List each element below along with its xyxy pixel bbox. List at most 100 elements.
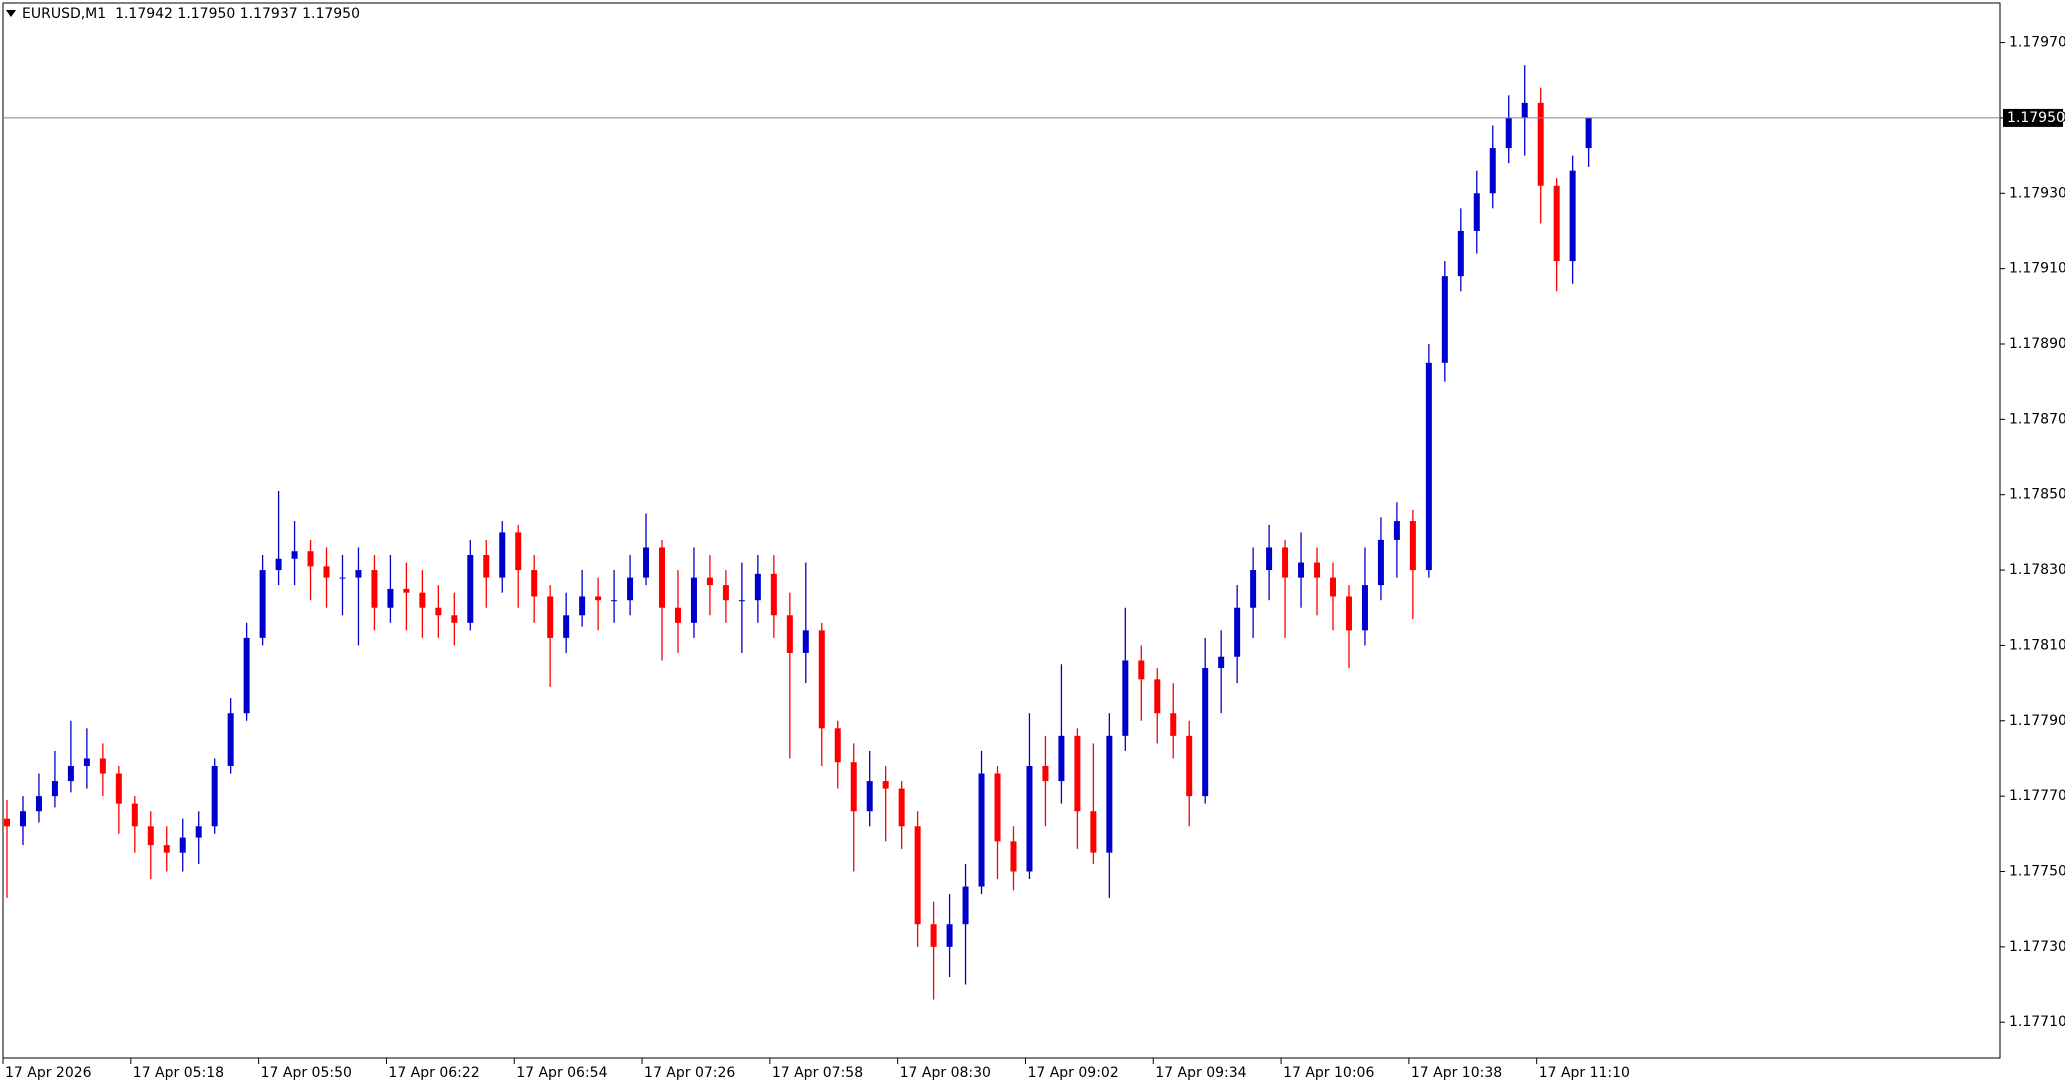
candle-body bbox=[818, 630, 825, 729]
candle-body bbox=[930, 924, 937, 947]
candle-body bbox=[563, 615, 570, 638]
candle-body bbox=[1393, 521, 1400, 540]
x-tick-label: 17 Apr 2026 bbox=[5, 1065, 92, 1081]
candle-body bbox=[451, 615, 458, 623]
y-tick-label: 1.17810 bbox=[2009, 637, 2065, 653]
candle-body bbox=[259, 570, 266, 638]
candle-body bbox=[195, 826, 202, 838]
candle-body bbox=[275, 558, 282, 571]
candle-body bbox=[1266, 547, 1273, 571]
y-tick-label: 1.17770 bbox=[2009, 788, 2065, 804]
candle-body bbox=[483, 554, 490, 578]
candle-body bbox=[1250, 570, 1257, 608]
candle-body bbox=[387, 588, 394, 608]
y-tick-label: 1.17890 bbox=[2009, 336, 2065, 352]
candle-body bbox=[83, 758, 90, 766]
candle-body bbox=[1585, 117, 1592, 149]
candle-body bbox=[1090, 811, 1097, 853]
y-tick-label: 1.17790 bbox=[2009, 713, 2065, 729]
candle-body bbox=[611, 600, 618, 602]
candle-body bbox=[419, 592, 426, 608]
chart-title: EURUSD,M1 1.17942 1.17950 1.17937 1.1795… bbox=[22, 6, 360, 22]
candle-body bbox=[802, 630, 809, 653]
candle-body bbox=[882, 781, 889, 789]
candle-body bbox=[898, 788, 905, 827]
symbol-menu-arrow[interactable] bbox=[6, 10, 16, 17]
candle-body bbox=[834, 728, 841, 763]
x-tick-label: 17 Apr 10:06 bbox=[1283, 1065, 1374, 1081]
candle-body bbox=[1202, 668, 1209, 797]
candle-body bbox=[227, 713, 234, 766]
x-tick-label: 17 Apr 09:34 bbox=[1155, 1065, 1246, 1081]
x-tick-label: 17 Apr 09:02 bbox=[1027, 1065, 1118, 1081]
candle-body bbox=[946, 924, 953, 947]
candle-body bbox=[1138, 660, 1145, 680]
candle-body bbox=[371, 570, 378, 608]
candle-body bbox=[643, 547, 650, 578]
candle-body bbox=[307, 551, 314, 567]
candle-body bbox=[291, 551, 298, 559]
candle-body bbox=[627, 577, 634, 601]
candle-body bbox=[706, 577, 713, 586]
candle-body bbox=[115, 773, 122, 804]
candle-body bbox=[1106, 735, 1113, 853]
plot-frame bbox=[2, 2, 2001, 1059]
candle-body bbox=[435, 607, 442, 616]
candle-body bbox=[179, 837, 186, 853]
x-tick-label: 17 Apr 06:22 bbox=[388, 1065, 479, 1081]
candle-body bbox=[1314, 562, 1321, 578]
candle-body bbox=[1234, 607, 1241, 657]
candle-body bbox=[1473, 193, 1480, 231]
candle-body bbox=[403, 588, 410, 593]
candle-body bbox=[1010, 841, 1017, 872]
candle-body bbox=[786, 615, 793, 653]
y-tick-label: 1.17850 bbox=[2009, 487, 2065, 503]
candle-body bbox=[738, 600, 745, 602]
candle-body bbox=[1377, 539, 1384, 586]
x-tick-label: 17 Apr 11:10 bbox=[1539, 1065, 1630, 1081]
candle-body bbox=[770, 573, 777, 616]
candle-body bbox=[99, 758, 106, 774]
candle-body bbox=[1441, 276, 1448, 363]
candle-body bbox=[1298, 562, 1305, 578]
candle-body bbox=[962, 886, 969, 925]
candle-body bbox=[147, 826, 154, 846]
candle-body bbox=[339, 577, 346, 579]
candle-body bbox=[1026, 765, 1033, 872]
candle-body bbox=[659, 547, 666, 608]
x-tick-label: 17 Apr 05:18 bbox=[133, 1065, 224, 1081]
candle-body bbox=[51, 781, 58, 797]
x-tick-label: 17 Apr 06:54 bbox=[516, 1065, 607, 1081]
candle-body bbox=[978, 773, 985, 887]
candle-body bbox=[211, 765, 218, 827]
candle-body bbox=[1505, 117, 1512, 149]
candle-body bbox=[67, 765, 74, 782]
candle-body bbox=[19, 811, 26, 827]
candle-body bbox=[1074, 735, 1081, 812]
candle-body bbox=[994, 773, 1001, 842]
candle-body bbox=[579, 596, 586, 616]
candle-body bbox=[1122, 660, 1129, 736]
candle-body bbox=[323, 566, 330, 578]
x-tick-label: 17 Apr 10:38 bbox=[1411, 1065, 1502, 1081]
x-tick-label: 17 Apr 08:30 bbox=[900, 1065, 991, 1081]
candle-body bbox=[1553, 185, 1560, 262]
last-price-box bbox=[2003, 108, 2063, 127]
y-tick-label: 1.17750 bbox=[2009, 863, 2065, 879]
candle-body bbox=[1218, 656, 1225, 669]
candle-body bbox=[722, 585, 729, 601]
candle-body bbox=[467, 554, 474, 623]
candle-body bbox=[754, 573, 761, 601]
candle-body bbox=[163, 845, 170, 853]
candle-body bbox=[1425, 362, 1432, 571]
candle-body bbox=[1457, 230, 1464, 277]
candle-body bbox=[515, 532, 522, 571]
candle-body bbox=[850, 762, 857, 812]
candle-body bbox=[131, 803, 138, 827]
candle-body bbox=[531, 570, 538, 597]
candle-body bbox=[595, 596, 602, 601]
y-tick-label: 1.17710 bbox=[2009, 1014, 2065, 1030]
candle-body bbox=[1186, 735, 1193, 797]
